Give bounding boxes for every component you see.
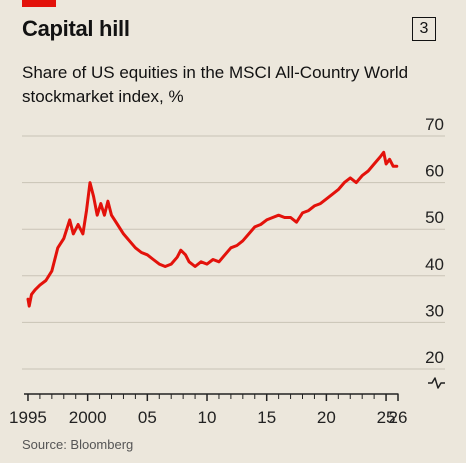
brand-tab [22,0,56,7]
y-tick-label-70: 70 [425,115,444,134]
x-tick-label-2000: 2000 [69,408,107,427]
source-note: Source: Bloomberg [22,437,134,452]
axis-break-icon [428,377,445,389]
y-tick-label-50: 50 [425,208,444,227]
series-line-0 [26,150,399,308]
x-tick-label-26: 26 [389,408,408,427]
x-tick-label-05: 05 [138,408,157,427]
chart-subtitle: Share of US equities in the MSCI All-Cou… [22,63,409,106]
chart-number-badge: 3 [412,17,436,41]
y-tick-label-40: 40 [425,255,444,274]
y-tick-label-60: 60 [425,162,444,181]
y-tick-label-30: 30 [425,301,444,320]
x-tick-label-10: 10 [198,408,217,427]
y-tick-label-20: 20 [425,348,444,367]
x-tick-label-20: 20 [317,408,336,427]
x-tick-label-25: 25 [377,408,396,427]
x-tick-label-15: 15 [257,408,276,427]
x-tick-label-1995: 1995 [9,408,47,427]
chart-title: Capital hill [22,16,130,41]
